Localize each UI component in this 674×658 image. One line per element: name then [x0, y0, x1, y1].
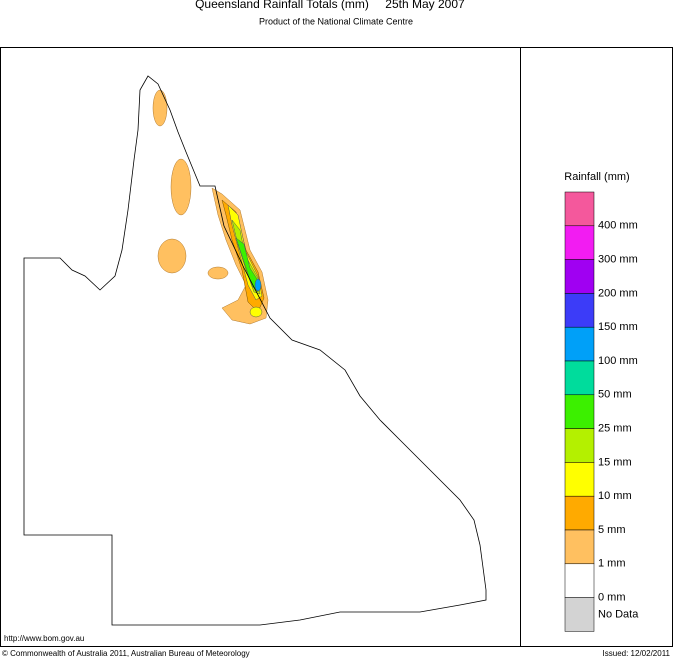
- rain-area: [254, 278, 262, 292]
- legend-swatch: [564, 495, 595, 531]
- map-date: 25th May 2007: [385, 0, 465, 11]
- map-subtitle: Product of the National Climate Centre: [259, 16, 413, 26]
- state-outline: [23, 75, 487, 626]
- legend-label: 150 mm: [598, 321, 638, 333]
- map-title: Queensland Rainfall Totals (mm): [195, 0, 369, 11]
- legend-label: 25 mm: [598, 423, 632, 435]
- legend-title: Rainfall (mm): [564, 171, 629, 183]
- legend-swatch: [564, 293, 595, 328]
- legend-swatch: [564, 428, 595, 463]
- legend-label: 400 mm: [598, 220, 638, 232]
- legend-label: 200 mm: [598, 287, 638, 299]
- legend-swatch: [564, 394, 595, 429]
- footer-issued: Issued: 12/02/2011: [603, 649, 671, 658]
- legend-swatch: [564, 225, 595, 260]
- legend-swatch: [564, 360, 595, 396]
- legend-label: 100 mm: [598, 355, 638, 367]
- legend-swatch: [564, 191, 595, 227]
- legend-label: 0 mm: [598, 592, 626, 604]
- legend: 400 mm 300 mm 200 mm 150 mm 100 mm 50 mm 25 mm…: [564, 191, 639, 632]
- frame: [0, 47, 673, 647]
- legend-label: 50 mm: [598, 389, 632, 401]
- rain-area: [152, 89, 168, 127]
- rain-area: [170, 158, 192, 216]
- legend-swatch: [564, 462, 595, 497]
- legend-label: 15 mm: [598, 456, 632, 468]
- map: [23, 75, 487, 626]
- legend-swatch: [564, 563, 595, 598]
- legend-label: 300 mm: [598, 254, 638, 266]
- legend-no-data: No Data: [598, 608, 639, 620]
- legend-swatch: [564, 326, 595, 362]
- rain-area: [207, 266, 229, 280]
- footer-copyright: © Commonwealth of Australia 2011, Austra…: [2, 649, 250, 658]
- legend-label: 1 mm: [598, 558, 626, 570]
- footer-url: http://www.bom.gov.au: [4, 634, 84, 643]
- legend-label: 10 mm: [598, 490, 632, 502]
- rain-area: [249, 306, 263, 318]
- legend-label: 5 mm: [598, 524, 626, 536]
- rain-area: [157, 238, 187, 274]
- legend-swatch: [564, 529, 595, 565]
- legend-swatch: [564, 597, 595, 632]
- legend-swatch: [564, 259, 595, 294]
